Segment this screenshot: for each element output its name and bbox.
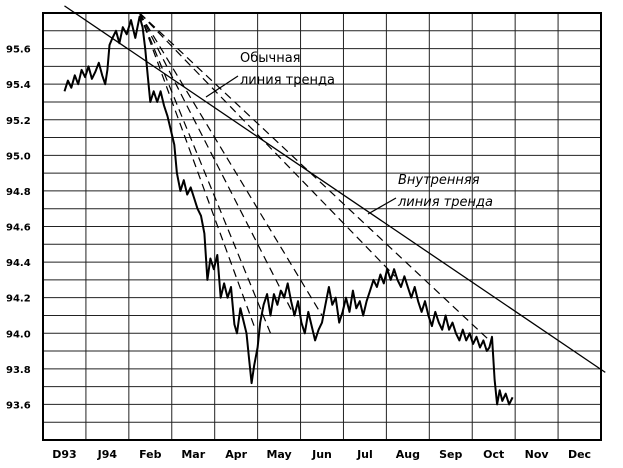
trend-lines (64, 5, 606, 373)
y-tick-label: 95.2 (6, 116, 31, 127)
arrow-ordinary (205, 75, 239, 98)
x-tick-label: D93 (52, 448, 76, 461)
x-tick-label: Apr (225, 448, 247, 461)
x-tick-label: Jun (311, 448, 332, 461)
internal-trend-line-5 (139, 12, 272, 334)
annotation-ordinary-line-1: Обычная (240, 51, 300, 66)
price-line-0 (63, 15, 514, 406)
x-tick-label: Feb (139, 448, 162, 461)
annotations: Обычная линия тренда Внутренняя линия тр… (205, 51, 493, 215)
internal-trend-line-1 (139, 12, 490, 341)
arrow-internal (367, 197, 397, 215)
y-axis: 93.6 93.8 94.0 94.2 94.4 94.6 94.8 95.0 95.2 95.4… (6, 45, 31, 412)
annotation-internal-line-2: линия тренда (397, 195, 493, 210)
price-series (63, 15, 514, 406)
y-tick-label: 95.6 (6, 45, 31, 56)
x-tick-label: Aug (396, 448, 420, 461)
y-tick-label: 93.6 (6, 400, 31, 411)
x-tick-label: Mar (181, 448, 205, 461)
y-tick-label: 94.8 (6, 187, 31, 198)
plot-frame (42, 12, 602, 441)
annotation-ordinary-line-2: линия тренда (240, 73, 335, 88)
x-tick-label: J94 (97, 448, 118, 461)
internal-trend-line-3 (139, 12, 323, 316)
y-tick-label: 93.8 (6, 365, 31, 376)
internal-trend-line-2 (139, 12, 396, 277)
internal-trend-line-6 (139, 12, 257, 330)
y-tick-label: 94.2 (6, 294, 31, 305)
y-tick-label: 95.4 (6, 80, 31, 91)
x-tick-label: Jul (356, 448, 373, 461)
y-tick-label: 95.0 (6, 151, 31, 162)
x-tick-label: Dec (568, 448, 591, 461)
x-tick-label: Oct (483, 448, 504, 461)
ordinary-trend-line (64, 5, 606, 373)
x-tick-label: May (266, 448, 291, 461)
y-tick-label: 94.6 (6, 223, 31, 234)
internal-trend-line-4 (139, 12, 295, 316)
x-axis: D93 J94 Feb Mar Apr May Jun Jul Aug Sep Oct Nov Dec (52, 448, 591, 461)
x-tick-label: Sep (439, 448, 462, 461)
y-tick-label: 94.4 (6, 258, 31, 269)
x-tick-label: Nov (525, 448, 550, 461)
y-tick-label: 94.0 (6, 329, 31, 340)
annotation-internal-line-1: Внутренняя (398, 173, 480, 188)
grid-lines (43, 13, 601, 440)
